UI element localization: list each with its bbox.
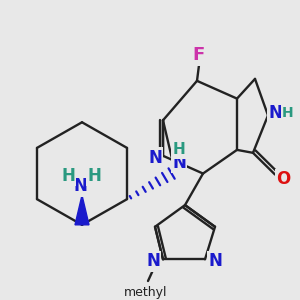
Text: H: H — [87, 167, 101, 184]
Text: N: N — [146, 252, 160, 270]
Text: H: H — [61, 167, 75, 184]
Text: N: N — [268, 104, 282, 122]
Text: O: O — [276, 170, 290, 188]
Polygon shape — [75, 195, 89, 225]
Text: H: H — [282, 106, 294, 120]
Text: F: F — [193, 46, 205, 64]
Text: methyl: methyl — [124, 286, 168, 299]
Text: N: N — [73, 177, 87, 195]
Text: N: N — [148, 149, 162, 167]
Text: N: N — [208, 252, 222, 270]
Text: N: N — [172, 154, 186, 172]
Text: H: H — [173, 142, 185, 158]
